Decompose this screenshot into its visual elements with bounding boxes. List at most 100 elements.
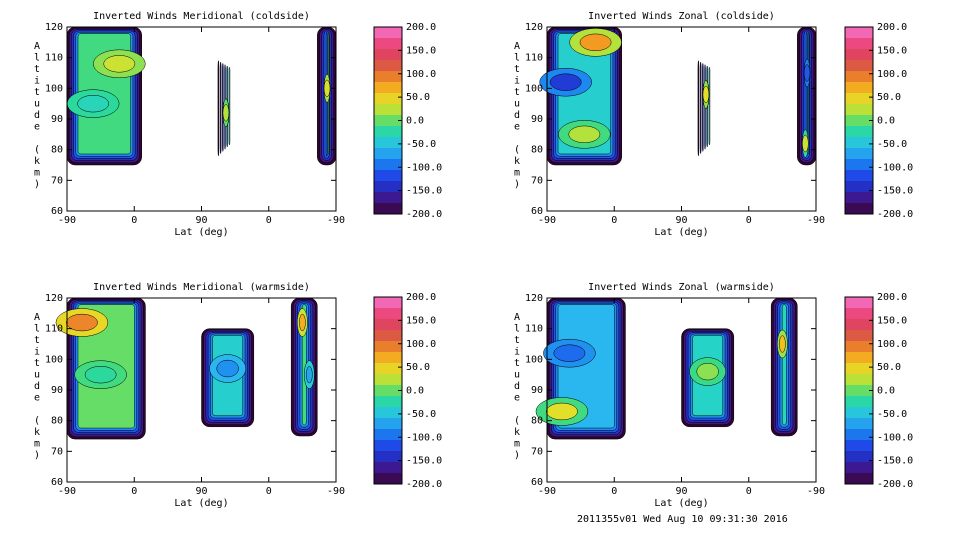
colorbar-swatch: [374, 27, 402, 39]
colorbar-tick-label: 150.0: [877, 315, 907, 326]
colorbar-swatch: [845, 71, 873, 83]
colorbar-swatch: [845, 418, 873, 430]
y-tick-label: 110: [525, 324, 543, 335]
contour-feature: [306, 366, 313, 384]
y-tick-label: 60: [51, 477, 63, 488]
colorbar-swatch: [845, 49, 873, 61]
colorbar-tick-label: -200.0: [406, 209, 442, 220]
contour-feature: [546, 402, 578, 421]
colorbar-swatch: [374, 93, 402, 105]
colorbar-tick-label: -100.0: [406, 162, 442, 173]
x-tick-label: 0: [266, 486, 272, 497]
y-tick-label: 80: [531, 145, 543, 156]
colorbar-swatch: [374, 82, 402, 94]
y-tick-label: 60: [51, 206, 63, 217]
colorbar-tick-label: 200.0: [406, 22, 436, 33]
colorbar-tick-label: -150.0: [877, 456, 913, 467]
contour-feature: [84, 366, 117, 384]
x-tick-label: 0: [266, 215, 272, 226]
colorbar-swatch: [845, 60, 873, 72]
colorbar-swatch: [374, 352, 402, 364]
colorbar-swatch: [374, 60, 402, 72]
colorbar-swatch: [845, 319, 873, 331]
x-tick-label: 90: [675, 486, 687, 497]
colorbar-swatch: [845, 159, 873, 171]
y-tick-label: 90: [51, 114, 63, 125]
colorbar-tick-label: -150.0: [406, 186, 442, 197]
colorbar-tick-label: 100.0: [877, 339, 907, 350]
colorbar-swatch: [845, 297, 873, 309]
colorbar-swatch: [374, 115, 402, 127]
x-tick-label: -90: [58, 486, 76, 497]
colorbar-swatch: [845, 352, 873, 364]
x-tick-label: 0: [746, 486, 752, 497]
x-tick-label: 0: [611, 215, 617, 226]
colorbar-swatch: [845, 181, 873, 193]
colorbar-swatch: [845, 330, 873, 342]
chart-title: Inverted Winds Zonal (coldside): [588, 11, 775, 22]
footer-timestamp: 2011355v01 Wed Aug 10 09:31:30 2016: [577, 514, 788, 525]
colorbar-swatch: [374, 374, 402, 386]
colorbar-tick-label: -100.0: [877, 432, 913, 443]
x-tick-label: 0: [611, 486, 617, 497]
colorbar-tick-label: 200.0: [406, 292, 436, 303]
y-tick-label: 60: [531, 206, 543, 217]
contour-feature: [323, 79, 331, 97]
contour-feature: [299, 313, 306, 332]
chart-title: Inverted Winds Zonal (warmside): [588, 282, 775, 293]
colorbar-tick-label: -50.0: [877, 409, 907, 420]
y-tick-label: 100: [525, 354, 543, 365]
colorbar-swatch: [374, 418, 402, 430]
colorbar-swatch: [845, 440, 873, 452]
colorbar-tick-label: 50.0: [406, 92, 430, 103]
contour-feature: [568, 125, 601, 143]
y-tick-label: 70: [51, 446, 63, 457]
x-tick-label: -90: [327, 215, 345, 226]
colorbar-swatch: [374, 38, 402, 50]
colorbar-swatch: [845, 82, 873, 94]
colorbar-tick-label: 150.0: [877, 45, 907, 56]
contour-feature: [803, 64, 811, 82]
colorbar-tick-label: 0.0: [406, 116, 424, 127]
colorbar-swatch: [845, 374, 873, 386]
colorbar-tick-label: -200.0: [877, 209, 913, 220]
contour-region: [699, 61, 702, 154]
colorbar-tick-label: 150.0: [406, 315, 436, 326]
colorbar-tick-label: -150.0: [877, 186, 913, 197]
colorbar-swatch: [374, 137, 402, 149]
colorbar-swatch: [374, 330, 402, 342]
y-tick-label: 70: [531, 446, 543, 457]
x-axis-label: Lat (deg): [174, 498, 228, 509]
chart-title: Inverted Winds Meridional (coldside): [93, 11, 310, 22]
x-tick-label: -90: [58, 215, 76, 226]
colorbar-tick-label: -100.0: [877, 162, 913, 173]
colorbar-swatch: [374, 363, 402, 375]
colorbar-swatch: [374, 440, 402, 452]
colorbar-swatch: [845, 363, 873, 375]
y-tick-label: 80: [531, 416, 543, 427]
colorbar-tick-label: 100.0: [406, 69, 436, 80]
colorbar-tick-label: 0.0: [877, 386, 895, 397]
contour-region: [557, 304, 615, 429]
y-tick-label: 80: [51, 145, 63, 156]
colorbar-swatch: [845, 462, 873, 474]
contour-feature: [579, 33, 612, 51]
contour-feature: [222, 104, 230, 122]
contour-feature: [216, 359, 239, 378]
x-tick-label: 0: [746, 215, 752, 226]
y-tick-label: 110: [45, 53, 63, 64]
y-tick-label: 120: [525, 293, 543, 304]
colorbar-swatch: [374, 126, 402, 138]
y-tick-label: 70: [51, 175, 63, 186]
colorbar-swatch: [845, 137, 873, 149]
colorbar-tick-label: 0.0: [877, 116, 895, 127]
x-tick-label: -90: [807, 486, 825, 497]
y-tick-label: 110: [45, 324, 63, 335]
colorbar-tick-label: -100.0: [406, 432, 442, 443]
x-tick-label: 90: [195, 215, 207, 226]
colorbar-swatch: [845, 104, 873, 116]
colorbar-swatch: [845, 385, 873, 397]
x-tick-label: 90: [675, 215, 687, 226]
colorbar-tick-label: 150.0: [406, 45, 436, 56]
